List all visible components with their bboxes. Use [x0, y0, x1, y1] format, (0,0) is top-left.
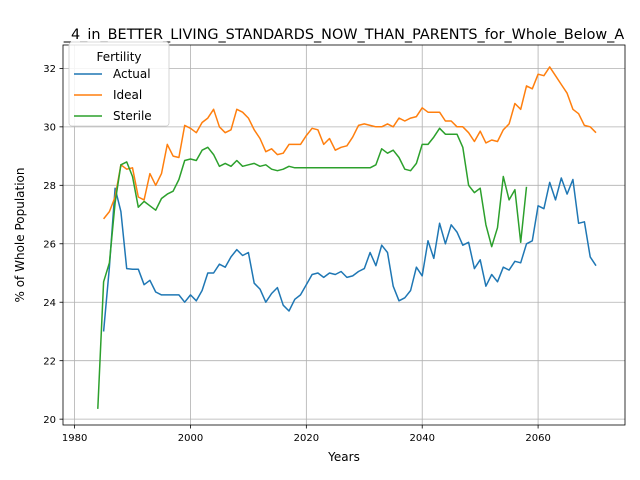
y-tick-label: 20: [43, 415, 56, 426]
y-tick-label: 22: [43, 356, 56, 367]
y-tick-label: 30: [43, 122, 56, 133]
x-axis: 1980 2000 2020 2040 2060: [62, 425, 551, 444]
legend-box: [68, 41, 170, 127]
plot-frame: [62, 44, 626, 426]
y-axis: 20 22 24 26 28 30 32: [43, 64, 63, 426]
series-line-sterile: [97, 127, 528, 409]
x-tick-label: 2060: [525, 433, 550, 444]
x-tick-label: 2040: [409, 433, 434, 444]
legend: Fertility Actual Ideal Sterile: [68, 41, 170, 127]
y-tick-label: 24: [43, 298, 56, 309]
chart-title: _4_in_BETTER_LIVING_STANDARDS_NOW_THAN_P…: [63, 27, 625, 43]
x-tick-label: 2000: [178, 433, 203, 444]
y-tick-label: 26: [43, 239, 56, 250]
x-tick-label: 2020: [294, 433, 319, 444]
legend-title: Fertility: [96, 50, 141, 64]
y-tick-label: 28: [43, 181, 56, 192]
y-tick-label: 32: [43, 64, 56, 75]
series-lines: [97, 66, 597, 409]
legend-label-sterile: Sterile: [113, 109, 152, 123]
legend-label-ideal: Ideal: [113, 88, 142, 102]
grid-lines: [63, 45, 625, 425]
y-axis-label: % of Whole Population: [13, 168, 27, 303]
x-tick-label: 1980: [62, 433, 87, 444]
x-axis-label: Years: [327, 450, 360, 464]
series-line-ideal: [103, 66, 597, 220]
series-line-actual: [102, 177, 597, 332]
legend-label-actual: Actual: [113, 67, 151, 81]
